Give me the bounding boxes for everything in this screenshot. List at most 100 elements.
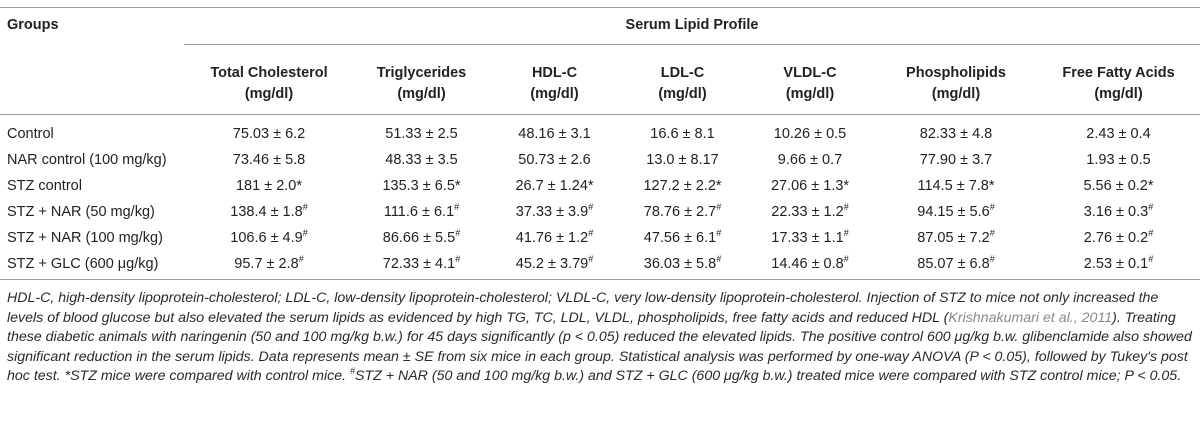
cell-value: 114.5 ± 7.8* xyxy=(917,178,995,194)
column-header-line2: (mg/dl) xyxy=(931,86,981,102)
table-cell: 72.33 ± 4.1# xyxy=(354,254,489,273)
table-cell: 85.07 ± 6.8# xyxy=(875,254,1037,273)
table-cell: 14.46 ± 0.8# xyxy=(745,255,875,273)
cell-value: 16.6 ± 8.1 xyxy=(650,126,715,142)
column-header-line2: (mg/dl) xyxy=(530,86,579,102)
cell-value: 5.56 ± 0.2* xyxy=(1083,178,1154,194)
significance-marker: # xyxy=(1148,254,1154,264)
table-cell: 36.03 ± 5.8# xyxy=(620,254,745,273)
cell-value: 37.33 ± 3.9 xyxy=(515,204,589,220)
column-header-phospholipids: Phospholipids (mg/dl) xyxy=(875,63,1037,105)
cell-value: 138.4 ± 1.8 xyxy=(230,204,303,220)
table-cell: 17.33 ± 1.1# xyxy=(745,228,875,247)
significance-marker: # xyxy=(298,254,304,264)
footnote-text: ). Treating these diabetic animals with … xyxy=(7,309,1192,385)
cell-value: 2.43 ± 0.4 xyxy=(1086,126,1151,142)
cell-value: 36.03 ± 5.8 xyxy=(643,256,717,272)
column-header-line1: Triglycerides xyxy=(376,65,467,81)
column-header-line1: Phospholipids xyxy=(906,65,1006,81)
table-cell: 37.33 ± 3.9# xyxy=(489,203,620,221)
column-header-line2: (mg/dl) xyxy=(244,86,294,102)
cell-value: 50.73 ± 2.6 xyxy=(518,152,591,168)
significance-marker: # xyxy=(716,228,722,238)
serum-lipid-profile-header: Serum Lipid Profile xyxy=(625,17,759,33)
significance-marker: # xyxy=(1148,228,1154,238)
table-cell: 1.93 ± 0.5 xyxy=(1037,152,1200,168)
group-label: NAR control (100 mg/kg) xyxy=(7,152,167,168)
table-cell: 82.33 ± 4.8 xyxy=(875,126,1037,142)
cell-value: 72.33 ± 4.1 xyxy=(382,256,456,272)
table-cell: 2.53 ± 0.1# xyxy=(1037,254,1200,273)
significance-marker: # xyxy=(588,254,594,264)
table-cell: 22.33 ± 1.2# xyxy=(745,202,875,221)
column-header-total-cholesterol: Total Cholesterol (mg/dl) xyxy=(184,63,354,105)
cell-value: 87.05 ± 7.2 xyxy=(917,230,990,246)
significance-marker: # xyxy=(454,202,460,212)
cell-value: 94.15 ± 5.6 xyxy=(917,204,990,220)
cell-value: 22.33 ± 1.2 xyxy=(771,204,844,220)
table-cell: 94.15 ± 5.6# xyxy=(875,202,1037,221)
cell-value: 47.56 ± 6.1 xyxy=(643,230,717,246)
significance-marker: # xyxy=(989,254,995,264)
cell-value: 51.33 ± 2.5 xyxy=(385,126,458,142)
cell-value: 9.66 ± 0.7 xyxy=(777,152,843,168)
table-cell: 10.26 ± 0.5 xyxy=(745,126,875,142)
table-cell: 47.56 ± 6.1# xyxy=(620,228,745,247)
table-cell: 138.4 ± 1.8# xyxy=(184,203,354,221)
group-label: STZ + NAR (50 mg/kg) xyxy=(7,204,155,220)
cell-value: 75.03 ± 6.2 xyxy=(232,126,306,142)
group-label: Control xyxy=(7,126,54,142)
cell-value: 27.06 ± 1.3* xyxy=(770,178,850,194)
table-cell: 2.43 ± 0.4 xyxy=(1037,126,1200,142)
table-cell: 45.2 ± 3.79# xyxy=(489,254,620,273)
column-header-line1: LDL-C xyxy=(660,65,705,81)
significance-marker: # xyxy=(1148,202,1154,212)
significance-marker: # xyxy=(843,228,849,238)
column-header-line2: (mg/dl) xyxy=(785,86,835,102)
cell-value: 13.0 ± 8.17 xyxy=(646,152,719,168)
significance-marker: # xyxy=(716,254,722,264)
cell-value: 86.66 ± 5.5 xyxy=(382,230,456,246)
significance-marker: # xyxy=(989,202,995,212)
table-cell: 13.0 ± 8.17 xyxy=(620,152,745,168)
table-cell: 41.76 ± 1.2# xyxy=(489,228,620,247)
cell-value: 26.7 ± 1.24* xyxy=(515,178,594,194)
table-cell: 5.56 ± 0.2* xyxy=(1037,178,1200,194)
column-header-line1: HDL-C xyxy=(531,65,578,81)
significance-marker: # xyxy=(843,202,849,212)
cell-value: 45.2 ± 3.79 xyxy=(515,256,589,272)
table-row: Control 75.03 ± 6.2 51.33 ± 2.5 48.16 ± 3.1… xyxy=(0,126,1200,152)
group-label: STZ + NAR (100 mg/kg) xyxy=(7,230,163,246)
column-header-line2: (mg/dl) xyxy=(1094,86,1143,102)
spanner-rule xyxy=(184,44,1200,45)
table-cell: 9.66 ± 0.7 xyxy=(745,152,875,168)
cell-value: 10.26 ± 0.5 xyxy=(773,126,847,142)
table-cell: 51.33 ± 2.5 xyxy=(354,126,489,142)
table-cell: 95.7 ± 2.8# xyxy=(184,254,354,273)
table-cell: 78.76 ± 2.7# xyxy=(620,203,745,221)
significance-marker: # xyxy=(588,228,594,238)
cell-value: 95.7 ± 2.8 xyxy=(234,256,299,272)
column-header-line1: Free Fatty Acids xyxy=(1062,65,1175,81)
significance-marker: # xyxy=(989,228,995,238)
table-cell: 16.6 ± 8.1 xyxy=(620,126,745,142)
table-cell: 135.3 ± 6.5* xyxy=(354,178,489,194)
cell-value: 106.6 ± 4.9 xyxy=(230,230,303,246)
table-footnote: HDL-C, high-density lipoprotein-choleste… xyxy=(7,289,1193,387)
citation-link[interactable]: Krishnakumari et al., 2011 xyxy=(948,309,1113,326)
column-header-line2: (mg/dl) xyxy=(397,86,446,102)
table-cell: 73.46 ± 5.8 xyxy=(184,152,354,168)
table-row: STZ + NAR (100 mg/kg) 106.6 ± 4.9# 86.66 ±… xyxy=(0,228,1200,256)
significance-marker: # xyxy=(455,254,461,264)
cell-value: 127.2 ± 2.2* xyxy=(643,178,722,194)
cell-value: 135.3 ± 6.5* xyxy=(382,178,461,194)
cell-value: 181 ± 2.0* xyxy=(235,178,302,194)
cell-value: 73.46 ± 5.8 xyxy=(232,152,306,168)
table-cell: 106.6 ± 4.9# xyxy=(184,229,354,247)
column-header-line1: Total Cholesterol xyxy=(210,65,328,81)
table-cell: 48.16 ± 3.1 xyxy=(489,126,620,142)
table-cell: 114.5 ± 7.8* xyxy=(875,178,1037,194)
column-header-ldl-c: LDL-C (mg/dl) xyxy=(620,63,745,105)
cell-value: 14.46 ± 0.8 xyxy=(771,256,844,272)
